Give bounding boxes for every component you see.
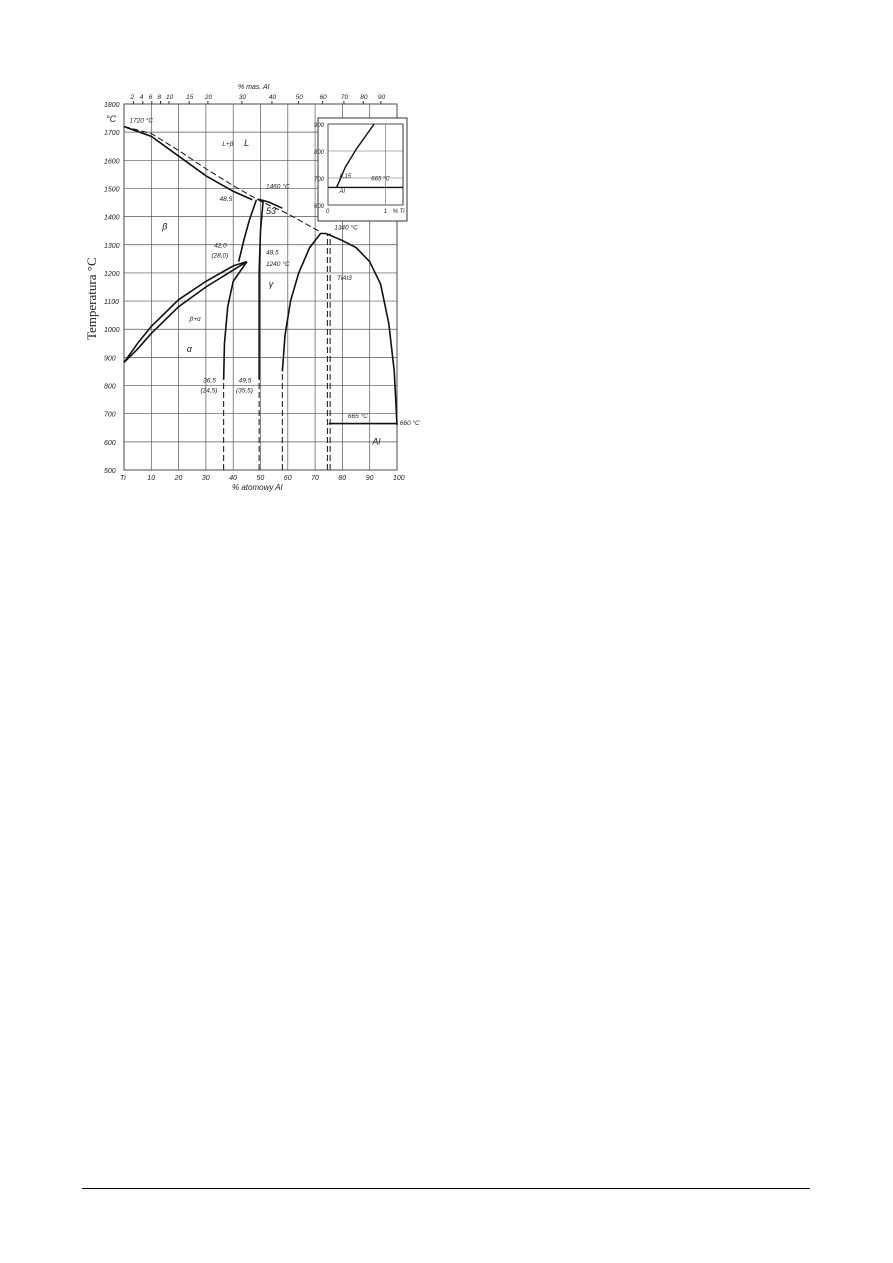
inset-liquidus	[336, 123, 375, 188]
inset-annotation: 665 °C	[371, 177, 390, 183]
y-tick-label: 1200	[104, 271, 120, 278]
y-axis-title: Temperatura °C	[84, 257, 99, 340]
x-tick-label: 90	[366, 475, 374, 482]
x2-axis-title: % mas. Al	[238, 84, 270, 91]
footer-divider	[82, 1188, 810, 1189]
inset-y-tick-label: 900	[314, 123, 325, 129]
phase-boundary	[123, 260, 248, 363]
phase-boundary	[325, 232, 398, 425]
x2-tick-label: 2	[130, 94, 135, 101]
inset-x-tick-label: 1	[384, 209, 387, 215]
annotation-label: 1340 °C	[334, 223, 358, 231]
annotation-label: β	[161, 221, 167, 231]
inset-diagram: 600 700 800 900 0 1 % Ti 0,15 665 °C Al	[314, 117, 408, 222]
annotations: 1720 °C L+β L 1460 °C 48,5 53 β 42,0 (28,0) 48,5 1…	[129, 116, 420, 446]
y-tick-label: 1500	[104, 186, 120, 193]
y-tick-label: 600	[104, 440, 116, 447]
x2-tick-label: 50	[296, 94, 304, 101]
x2-tick-label: 70	[341, 94, 349, 101]
y-tick-label: 700	[104, 412, 116, 419]
x-tick-label: 80	[338, 475, 346, 482]
annotation-label: Al	[371, 437, 381, 447]
annotation-label: 48,5	[266, 250, 279, 257]
y-tick-label: 800	[104, 384, 116, 391]
annotation-label: 1720 °C	[129, 116, 153, 124]
phase-boundaries	[123, 125, 398, 470]
x-tick-label: 40	[229, 475, 237, 482]
inset-y-tick-label: 700	[314, 177, 325, 183]
x2-tick-label: 90	[378, 94, 386, 101]
x2-tick-label: 40	[269, 94, 277, 101]
x-tick-label: 70	[311, 475, 319, 482]
y-tick-label: 1600	[104, 158, 120, 165]
annotation-label: TiAl3	[337, 275, 352, 282]
x-tick-label: 50	[257, 475, 265, 482]
annotation-label: L	[244, 138, 249, 148]
x2-tick-label: 6	[149, 94, 153, 101]
x-tick-label: 10	[147, 475, 155, 482]
y-unit-label: °C	[106, 114, 117, 124]
grid	[123, 101, 398, 471]
annotation-label: 660 °C	[400, 419, 420, 427]
x-tick-label: Ti	[120, 475, 126, 482]
inset-background	[317, 117, 408, 222]
phase-boundary	[123, 260, 248, 364]
annotation-label: 1240 °C	[266, 260, 290, 268]
phase-boundary	[281, 232, 327, 372]
x2-tick-label: 60	[319, 94, 327, 101]
x2-tick-label: 10	[166, 94, 174, 101]
phase-boundary	[257, 198, 283, 209]
x-tick-label: 20	[174, 475, 183, 482]
inset-x-tick-label: 0	[326, 209, 330, 215]
annotation-label: 1460 °C	[266, 182, 290, 190]
annotation-label: (35,5)	[236, 388, 253, 395]
y-tick-label: 1400	[104, 215, 120, 222]
annotation-label: 36,5	[203, 378, 216, 385]
inset-y-tick-label: 800	[314, 150, 325, 156]
inset-x-title: % Ti	[393, 209, 406, 215]
phase-boundary	[237, 199, 258, 262]
y-tick-label: 1300	[104, 243, 120, 250]
x2-tick-label: 30	[239, 94, 247, 101]
phase-boundary	[258, 199, 265, 380]
annotation-label: (28,0)	[211, 252, 228, 259]
annotation-label: 48,5	[220, 196, 233, 203]
inset-annotation: 0,15	[340, 174, 352, 180]
y-tick-label: 1000	[104, 327, 120, 334]
x-axis-title: % atomowy Al	[232, 483, 283, 492]
x2-tick-label: 80	[360, 94, 368, 101]
dashed-boundary	[123, 126, 321, 233]
x2-tick-label: 20	[204, 94, 213, 101]
phase-boundary	[123, 125, 253, 201]
y-tick-label: 1100	[104, 299, 119, 306]
x-tick-label: 30	[202, 475, 210, 482]
annotation-label: 665 °C	[348, 412, 368, 420]
x-tick-label: 60	[284, 475, 292, 482]
annotation-label: γ	[269, 279, 274, 289]
inset-annotation: Al	[339, 189, 346, 195]
annotation-label: (24,5)	[200, 388, 217, 395]
annotation-label: α	[187, 344, 193, 354]
x2-tick-label: 8	[157, 94, 161, 101]
tick-labels: Ti 10 20 30 40 50 60 70 80 90 10050060070080090010…	[104, 94, 405, 482]
phase-boundary	[222, 261, 248, 380]
annotation-label: 53	[266, 206, 276, 216]
inset-y-tick-label: 600	[314, 204, 325, 210]
annotation-label: L+β	[222, 141, 233, 148]
y-tick-label: 900	[104, 355, 116, 362]
y-tick-label: 1700	[104, 130, 120, 137]
y-tick-label: 500	[104, 468, 116, 475]
y-tick-label: 1800	[104, 102, 120, 109]
annotation-label: 49,5	[239, 378, 252, 385]
annotation-label: β+α	[189, 316, 202, 323]
x2-tick-label: 4	[140, 94, 144, 101]
annotation-label: 42,0	[214, 243, 227, 250]
x2-tick-label: 15	[186, 94, 194, 101]
x-tick-label: 100	[393, 475, 405, 482]
